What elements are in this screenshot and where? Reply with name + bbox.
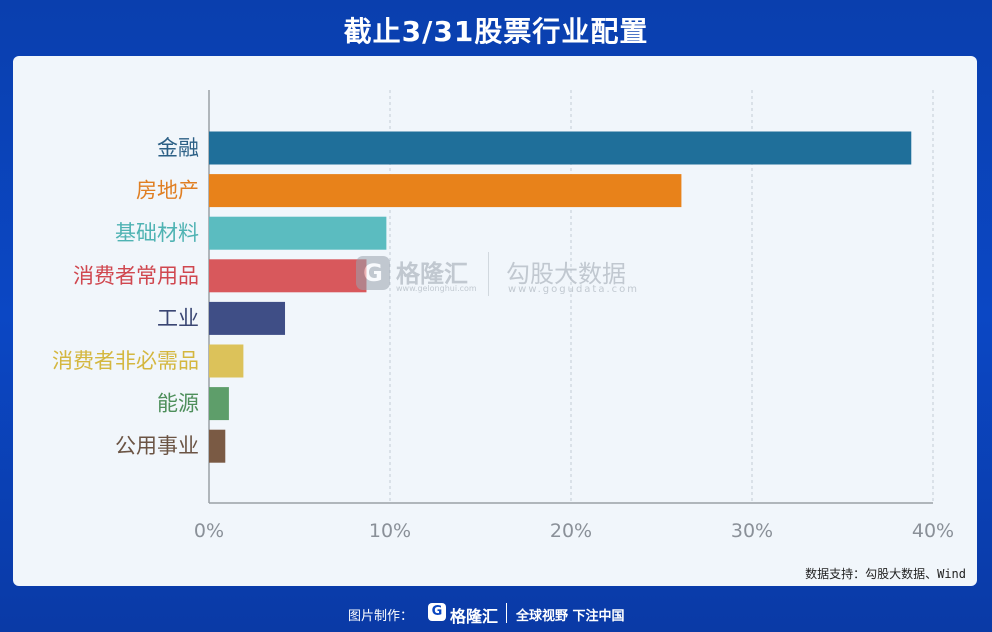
footer-logo-icon: G [428, 603, 446, 621]
bar [209, 131, 912, 165]
bar [209, 387, 229, 421]
x-tick-label: 10% [369, 520, 411, 542]
watermark-gogu: 勾股大数据 [506, 260, 626, 288]
category-label: 能源 [157, 392, 199, 416]
footer: 图片制作： G 格隆汇 全球视野 下注中国 [0, 600, 992, 628]
bar [209, 174, 682, 208]
x-tick-label: 30% [731, 520, 773, 542]
footer-made-by: 图片制作： [348, 609, 414, 624]
category-label: 基础材料 [115, 221, 199, 245]
footer-slogan: 全球视野 下注中国 [516, 609, 625, 624]
category-label: 消费者非必需品 [52, 349, 199, 373]
category-label: 金融 [157, 136, 199, 160]
category-label: 房地产 [136, 179, 199, 203]
bar [209, 259, 367, 293]
x-tick-label: 40% [912, 520, 954, 542]
gelonghui-logo-icon: G [356, 256, 390, 290]
chart-title: 截止3/31股票行业配置 [343, 15, 649, 48]
watermark-divider [488, 252, 489, 296]
watermark-brand: 格隆汇 [396, 260, 468, 288]
footer-brand: 格隆汇 [450, 607, 499, 626]
x-tick-label: 0% [194, 520, 224, 542]
bar [209, 429, 226, 463]
bar [209, 216, 387, 250]
footer-divider [506, 603, 507, 623]
category-label: 工业 [157, 306, 199, 330]
bar [209, 344, 244, 378]
x-tick-label: 20% [550, 520, 592, 542]
bar [209, 301, 286, 335]
watermark-gogu-url: www.gogudata.com [508, 284, 640, 295]
watermark-brand-url: www.gelonghui.com [396, 284, 477, 293]
data-source: 数据支持：勾股大数据、Wind [805, 567, 966, 581]
category-label: 消费者常用品 [73, 264, 199, 288]
category-label: 公用事业 [115, 434, 199, 458]
